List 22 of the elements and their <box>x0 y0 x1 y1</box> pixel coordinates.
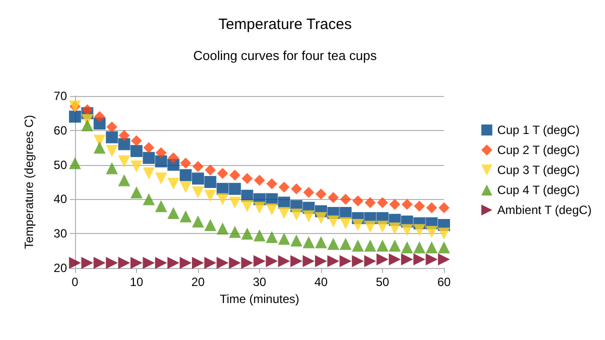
x-tick-label: 30 <box>252 275 266 289</box>
y-tick-label: 70 <box>54 89 68 103</box>
x-tick-label: 10 <box>130 275 144 289</box>
legend-label: Cup 3 T (degC) <box>497 163 580 177</box>
chart-subtitle: Cooling curves for four tea cups <box>193 48 378 63</box>
x-tick-label: 20 <box>191 275 205 289</box>
x-tick-label: 50 <box>376 275 390 289</box>
y-tick-label: 30 <box>54 226 68 241</box>
legend-label: Ambient T (degC) <box>497 203 592 217</box>
x-tick-label: 60 <box>437 275 451 289</box>
x-axis-title: Time (minutes) <box>220 292 300 306</box>
y-tick-label: 20 <box>54 261 68 275</box>
chart-title: Temperature Traces <box>218 16 352 33</box>
x-tick-label: 40 <box>314 275 328 289</box>
y-tick-label: 60 <box>54 123 68 138</box>
y-tick-label: 50 <box>54 158 68 172</box>
legend-label: Cup 1 T (degC) <box>497 123 580 137</box>
legend-label: Cup 2 T (degC) <box>497 143 580 157</box>
x-tick-label: 0 <box>72 275 79 289</box>
y-tick-label: 40 <box>54 192 68 206</box>
legend-label: Cup 4 T (degC) <box>497 183 580 197</box>
y-axis-title: Temperature (degrees C) <box>22 114 36 250</box>
